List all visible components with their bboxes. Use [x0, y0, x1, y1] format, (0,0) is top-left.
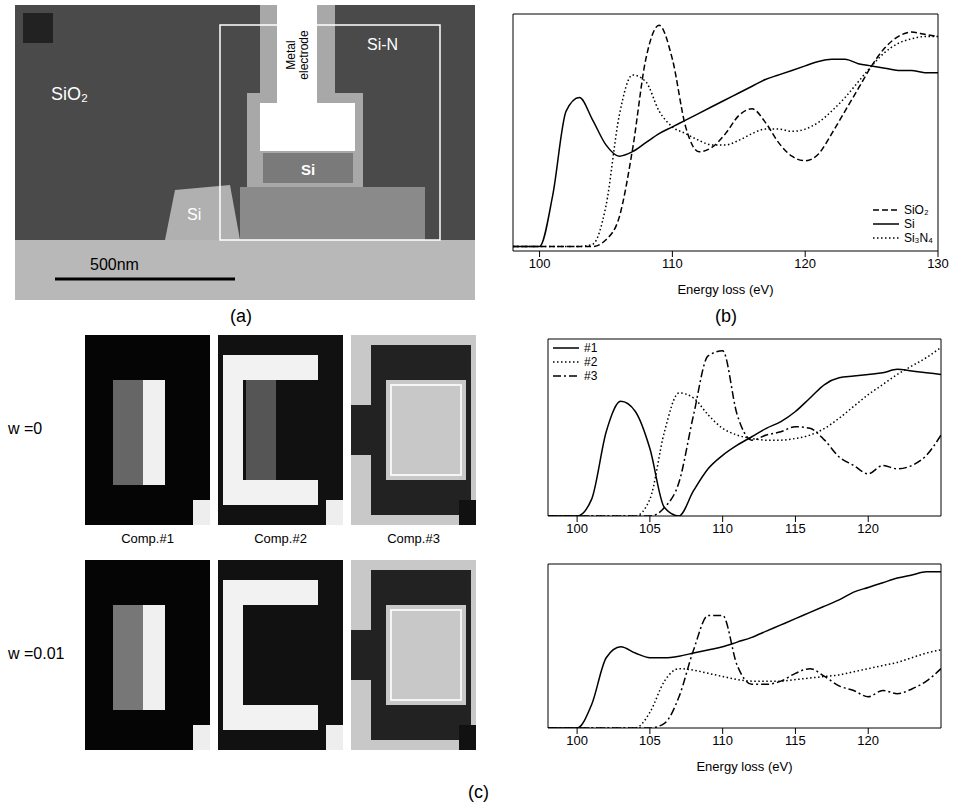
- svg-text:120: 120: [794, 256, 816, 271]
- html-text:SiO₂: SiO₂: [903, 203, 929, 217]
- svg-text:110: 110: [712, 521, 733, 536]
- svg-text:115: 115: [785, 521, 806, 536]
- html-text:#2: #2: [584, 355, 598, 369]
- html-text:Si₃N₄: Si₃N₄: [903, 231, 933, 245]
- svg-text:Si: Si: [301, 161, 315, 178]
- html-text:Comp.#3: Comp.#3: [387, 531, 440, 546]
- html-text:#3: #3: [584, 369, 598, 383]
- svg-text:100: 100: [566, 521, 588, 536]
- svg-text:110: 110: [712, 733, 733, 748]
- svg-text:115: 115: [785, 733, 806, 748]
- html-text:w =0: w =0: [8, 420, 43, 437]
- html-text:#1: #1: [584, 341, 598, 355]
- html-text:(b): (b): [715, 306, 737, 326]
- svg-text:105: 105: [639, 521, 661, 536]
- svg-text:Si: Si: [187, 206, 201, 223]
- html-text:(c): (c): [468, 782, 489, 802]
- svg-text:120: 120: [857, 733, 879, 748]
- svg-text:SiO₂: SiO₂: [51, 84, 88, 104]
- html-text:Si: Si: [903, 217, 915, 231]
- html-text:w =0.01: w =0.01: [8, 645, 65, 662]
- svg-text:Metal: Metal: [284, 40, 298, 69]
- svg-text:130: 130: [927, 256, 949, 271]
- svg-text:electrode: electrode: [297, 30, 311, 80]
- html-text:Comp.#1: Comp.#1: [121, 531, 174, 546]
- svg-text:110: 110: [662, 256, 683, 271]
- svg-text:105: 105: [639, 733, 661, 748]
- svg-text:Si-N: Si-N: [367, 36, 398, 53]
- html-text:Comp.#2: Comp.#2: [254, 531, 307, 546]
- html-text:(a): (a): [230, 306, 252, 326]
- svg-text:100: 100: [529, 256, 551, 271]
- svg-text:Energy loss (eV): Energy loss (eV): [677, 282, 773, 297]
- svg-text:500nm: 500nm: [90, 256, 139, 273]
- svg-text:100: 100: [566, 733, 588, 748]
- svg-text:120: 120: [857, 521, 879, 536]
- svg-text:Energy loss (eV): Energy loss (eV): [696, 759, 792, 774]
